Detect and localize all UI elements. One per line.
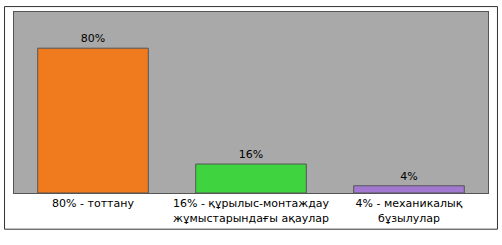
svg-text:4%: 4% xyxy=(400,170,417,183)
svg-text:16%: 16% xyxy=(239,148,263,161)
svg-text:16% - құрылыс-монтаждаужұмыста: 16% - құрылыс-монтаждаужұмыстарындағы ақ… xyxy=(173,197,330,224)
svg-text:80%: 80% xyxy=(81,32,105,45)
svg-text:80% - тоттану: 80% - тоттану xyxy=(52,197,134,210)
svg-text:4% - механикалықбұзылулар: 4% - механикалықбұзылулар xyxy=(356,197,463,224)
